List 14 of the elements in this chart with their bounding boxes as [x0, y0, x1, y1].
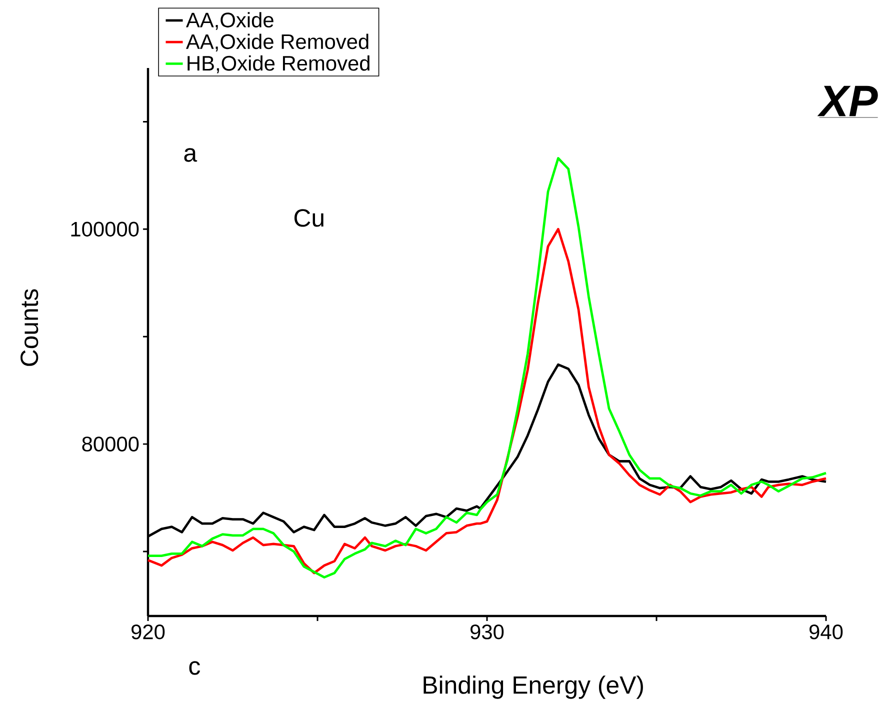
- legend-label: AA,Oxide: [186, 12, 274, 30]
- y-axis-title: Counts: [20, 289, 38, 366]
- x-tick-label: 920: [132, 624, 165, 640]
- y-tick-label: 100000: [71, 222, 139, 237]
- text: c: [189, 661, 200, 675]
- x-tick-label: 940: [810, 624, 843, 640]
- annotation: a: [184, 148, 198, 162]
- legend-label: HB,Oxide Removed: [188, 55, 370, 74]
- x-axis-title: Binding Energy (eV): [424, 676, 643, 699]
- annotation: XP: [817, 86, 878, 116]
- y-tick-label: 80000: [82, 436, 139, 452]
- legend-label: AA,Oxide Removed: [186, 34, 368, 52]
- x-tick-label: 930: [470, 624, 504, 640]
- annotation: Cu: [294, 209, 324, 227]
